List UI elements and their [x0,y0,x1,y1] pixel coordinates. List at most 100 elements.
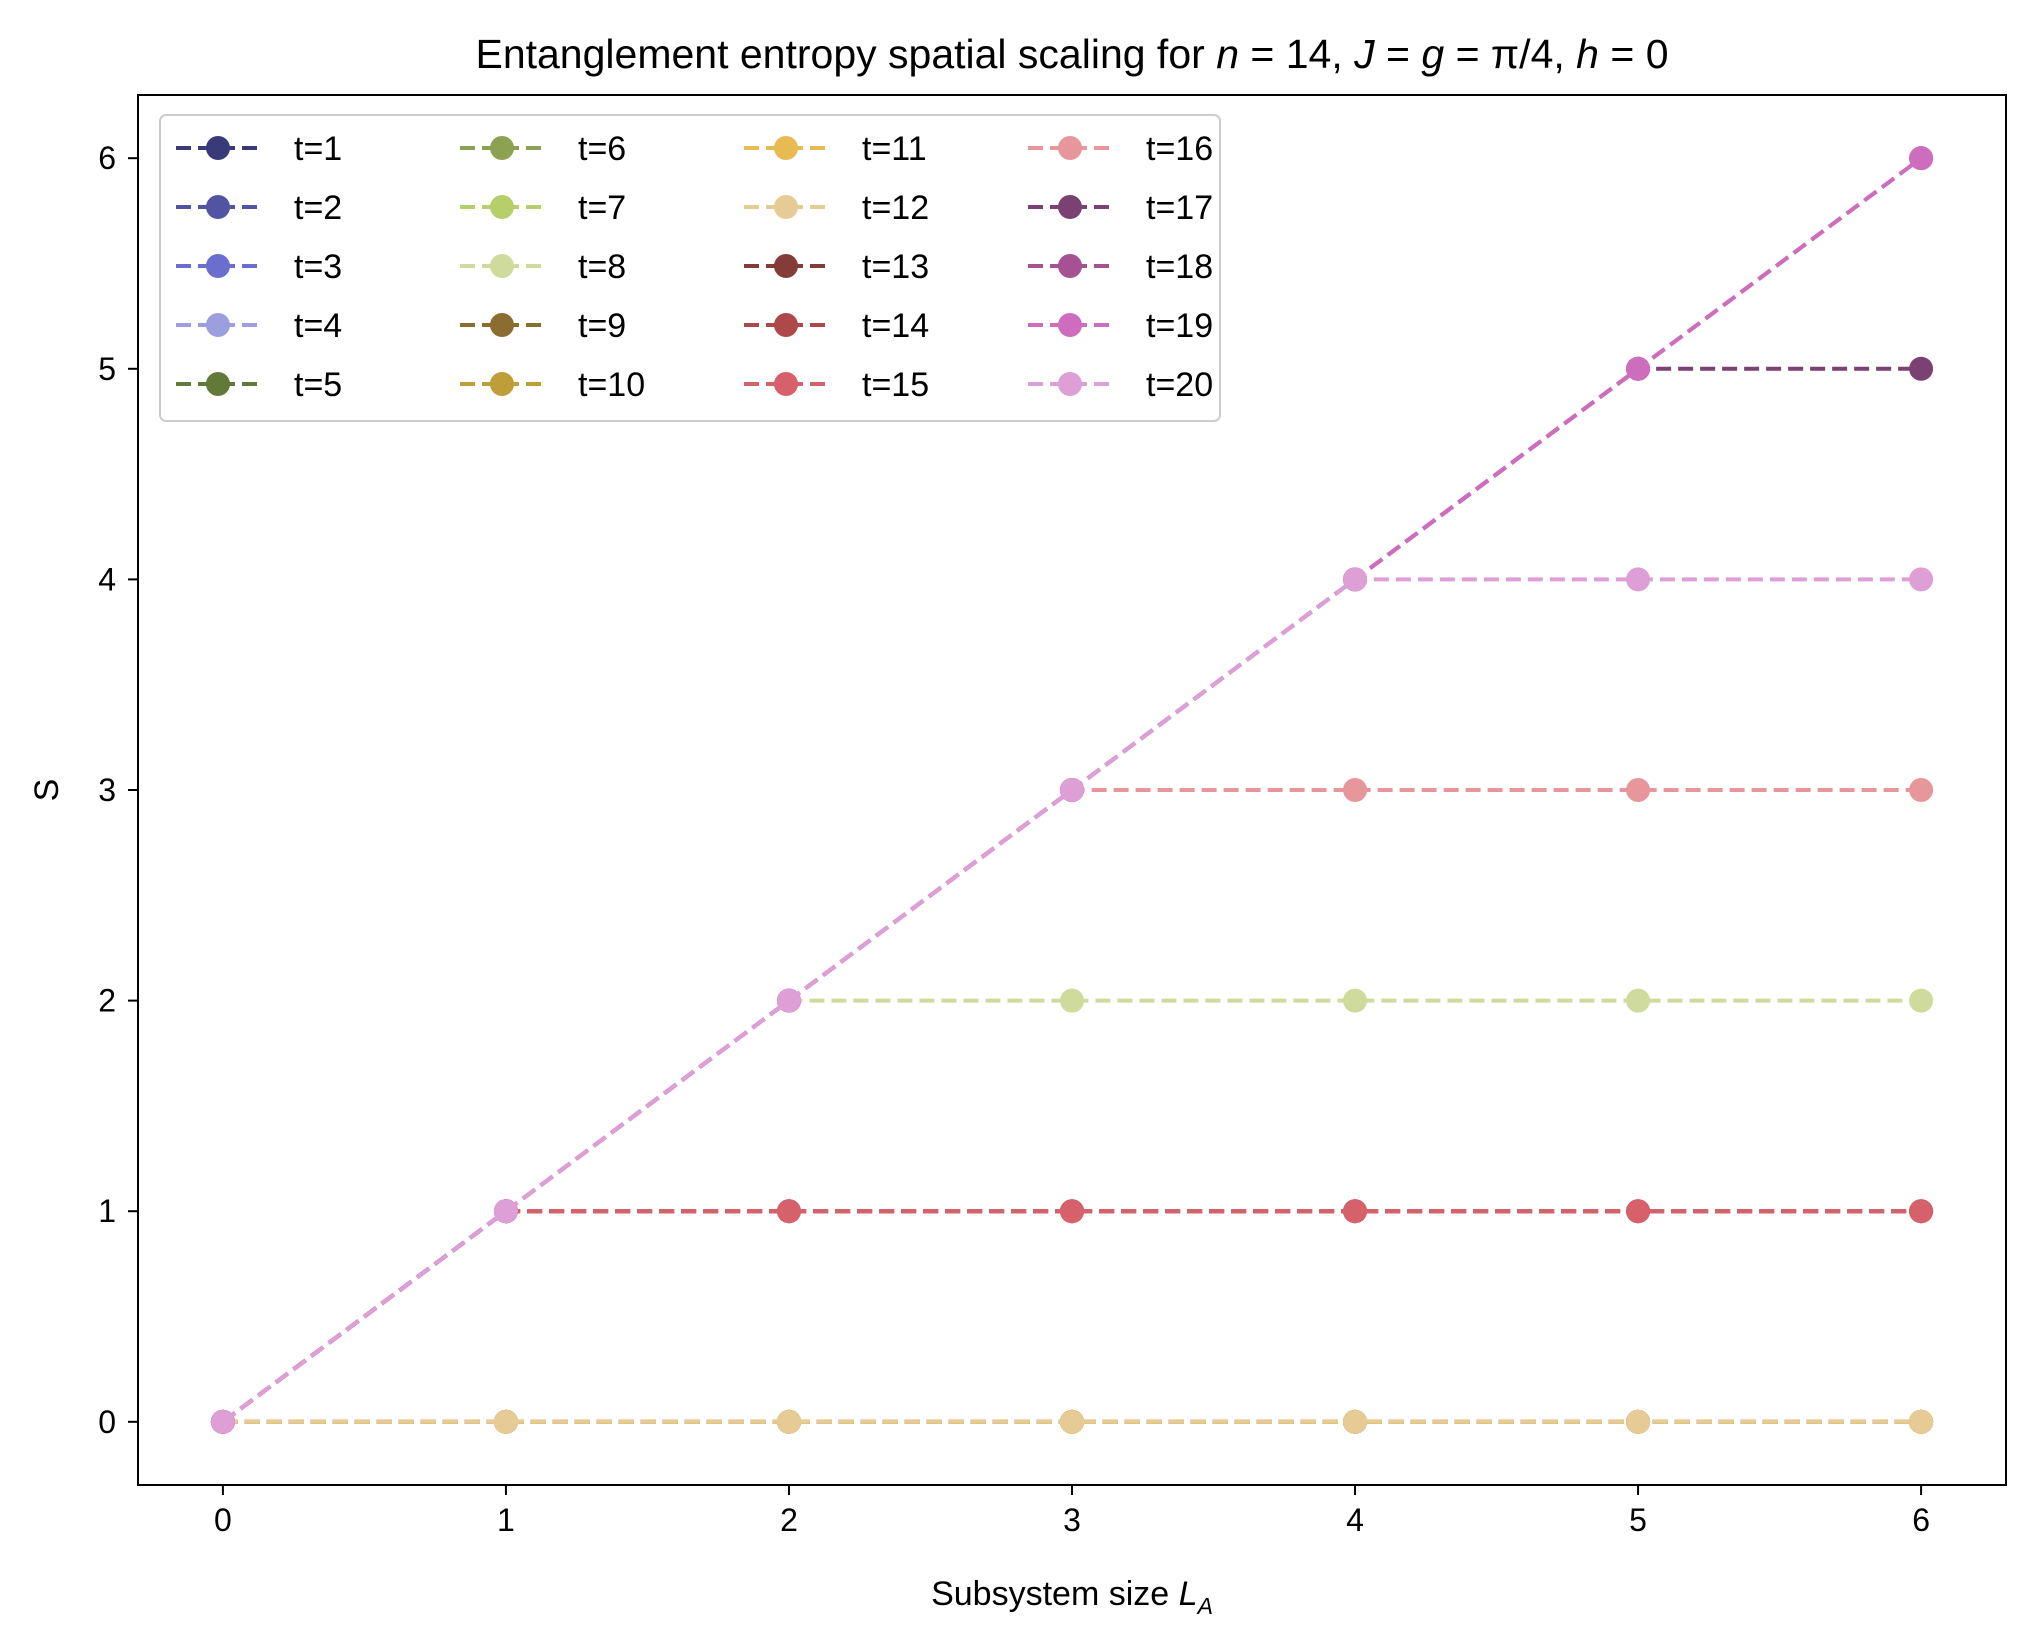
data-point [1343,1199,1368,1224]
data-point [210,1409,235,1434]
legend-label: t=1 [294,130,342,168]
legend-marker [490,195,514,219]
legend-label: t=6 [578,130,626,168]
legend-label: t=13 [862,248,929,286]
data-point [1343,567,1368,592]
legend-label: t=16 [1146,130,1213,168]
data-point [1626,1409,1651,1434]
data-point [493,1409,518,1434]
legend-marker [774,372,798,396]
legend-entry: t=15 [744,366,929,404]
legend-label: t=2 [294,189,342,227]
x-tick-label: 6 [1912,1502,1930,1538]
legend-marker [206,136,230,160]
legend-label: t=18 [1146,248,1213,286]
data-point [1626,356,1651,381]
data-point [1060,778,1084,802]
data-point [1909,988,1934,1013]
axis-ticks: 0 1 2 3 4 5 6 0 1 2 3 4 5 6 [98,140,1930,1538]
y-tick-label: 5 [98,351,116,387]
data-point [1909,146,1934,171]
legend-entry: t=4 [176,307,342,345]
legend-label: t=10 [578,366,645,404]
legend-label: t=20 [1146,366,1213,404]
legend-entry: t=17 [1028,189,1213,227]
series-t-20 [210,567,1934,1434]
legend-marker [1058,254,1082,278]
legend-label: t=5 [294,366,342,404]
legend-entry: t=8 [460,248,626,286]
chart-title: Entanglement entropy spatial scaling for… [475,31,1668,77]
legend: t=1 t=2 t=3 t=4 t=5 t=6 t=7 t=8 t=9 t=10 t=11 t=12 t… [159,114,1221,422]
legend-marker [206,372,230,396]
legend-frame [159,114,1221,422]
legend-marker [206,195,230,219]
data-point [1343,988,1368,1013]
x-axis-label: Subsystem size LA [931,1575,1213,1619]
data-point [1343,1409,1368,1434]
legend-entry: t=3 [176,248,342,286]
legend-label: t=7 [578,189,626,227]
x-tick-label: 5 [1629,1502,1647,1538]
legend-entry: t=6 [460,130,626,168]
legend-entry: t=7 [460,189,626,227]
legend-label: t=14 [862,307,929,345]
legend-entry: t=5 [176,366,342,404]
y-tick-label: 0 [98,1404,116,1440]
legend-marker [1058,136,1082,160]
legend-entry: t=14 [744,307,929,345]
data-point [1909,778,1934,802]
legend-label: t=9 [578,307,626,345]
x-tick-label: 0 [214,1502,232,1538]
legend-marker [490,313,514,337]
x-tick-label: 2 [780,1502,798,1538]
plot-frame [137,94,2007,1486]
legend-entry: t=18 [1028,248,1213,286]
series-t-12 [210,1409,1934,1434]
y-tick-label: 1 [98,1193,116,1229]
data-point [776,1199,801,1224]
legend-label: t=8 [578,248,626,286]
legend-marker [1058,313,1082,337]
legend-marker [206,313,230,337]
legend-marker [490,136,514,160]
data-point [1060,1199,1084,1224]
legend-marker [490,254,514,278]
x-tick-label: 4 [1346,1502,1364,1538]
data-point [1626,567,1651,592]
x-tick-label: 3 [1063,1502,1081,1538]
series-layer [210,146,1934,1434]
legend-entry: t=20 [1028,366,1213,404]
legend-marker [774,254,798,278]
x-tick-label: 1 [497,1502,515,1538]
legend-entry: t=11 [744,130,927,168]
y-tick-label: 2 [98,983,116,1019]
data-point [776,1409,801,1434]
legend-entry: t=9 [460,307,626,345]
data-point [1909,356,1934,381]
data-point [1909,567,1934,592]
legend-label: t=4 [294,307,342,345]
legend-label: t=17 [1146,189,1213,227]
legend-entry: t=1 [176,130,342,168]
legend-label: t=15 [862,366,929,404]
y-tick-label: 6 [98,140,116,176]
legend-entry: t=2 [176,189,342,227]
legend-label: t=12 [862,189,929,227]
legend-entry: t=13 [744,248,929,286]
y-tick-label: 4 [98,561,116,597]
data-point [1626,778,1651,802]
data-point [1909,1199,1934,1224]
legend-marker [1058,195,1082,219]
legend-marker [490,372,514,396]
legend-marker [774,313,798,337]
data-point [1626,1199,1651,1224]
data-point [776,988,801,1013]
legend-marker [206,254,230,278]
legend-marker [774,136,798,160]
legend-entry: t=16 [1028,130,1213,168]
data-point [493,1199,518,1224]
legend-entry: t=10 [460,366,645,404]
data-point [1060,1409,1084,1434]
